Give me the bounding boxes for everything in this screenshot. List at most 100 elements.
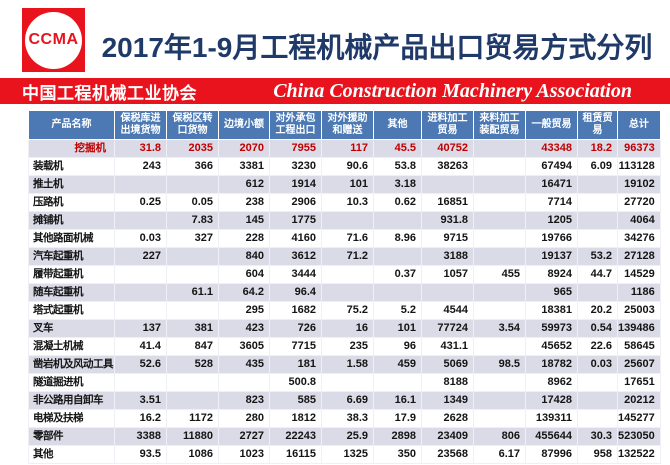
value-cell: 5069 [421,355,474,374]
column-header: 产品名称 [28,110,115,140]
value-cell [577,211,618,230]
value-cell: 64.2 [218,283,270,302]
value-cell: 27720 [617,193,661,212]
value-cell [473,157,526,176]
value-cell [373,283,422,302]
product-name-cell: 隧道掘进机 [28,373,115,392]
table-row: 塔式起重机 295 1682 75.2 5.2 4544 18381 20.2 25003 [28,301,661,320]
value-cell: 500.8 [269,373,322,392]
value-cell: 0.62 [373,193,422,212]
table-row: 其他路面机械 0.03 327 228 4160 71.6 8.96 9715 19766 342… [28,229,661,248]
value-cell: 17.9 [373,409,422,428]
product-name-cell: 随车起重机 [28,283,115,302]
value-cell: 1023 [218,445,270,464]
value-cell: 726 [269,319,322,338]
product-name-cell: 凿岩机及风动工具 [28,355,115,374]
value-cell [373,373,422,392]
value-cell: 7.83 [166,211,219,230]
table-row: 电梯及扶梯 16.2 1172 280 1812 38.3 17.9 2628 139311 14… [28,409,661,428]
value-cell [473,229,526,248]
value-cell: 38.3 [321,409,374,428]
value-cell: 19766 [525,229,578,248]
value-cell [577,283,618,302]
value-cell: 16 [321,319,374,338]
value-cell: 238 [218,193,270,212]
value-cell: 45.5 [373,139,422,158]
value-cell: 8924 [525,265,578,284]
value-cell: 1325 [321,445,374,464]
column-header: 对外承包 工程出口 [269,110,322,140]
value-cell [577,391,618,410]
value-cell: 43348 [525,139,578,158]
value-cell: 0.25 [114,193,167,212]
value-cell: 1172 [166,409,219,428]
value-cell: 71.6 [321,229,374,248]
value-cell: 0.05 [166,193,219,212]
value-cell: 113128 [617,157,661,176]
product-name-cell: 塔式起重机 [28,301,115,320]
value-cell: 455644 [525,427,578,446]
table-row: 叉车 137 381 423 726 16 101 77724 3.54 59973 0.54 139… [28,319,661,338]
value-cell: 23409 [421,427,474,446]
table-row: 随车起重机 61.1 64.2 96.4 965 1186 [28,283,661,302]
value-cell: 3605 [218,337,270,356]
column-header: 其他 [373,110,422,140]
value-cell: 3.51 [114,391,167,410]
value-cell: 1.58 [321,355,374,374]
value-cell: 96.4 [269,283,322,302]
value-cell: 435 [218,355,270,374]
value-cell: 3612 [269,247,322,266]
value-cell: 1186 [617,283,661,302]
value-cell: 431.1 [421,337,474,356]
value-cell: 1914 [269,175,322,194]
value-cell: 6.69 [321,391,374,410]
value-cell: 53.8 [373,157,422,176]
value-cell: 1812 [269,409,322,428]
value-cell: 8.96 [373,229,422,248]
value-cell: 295 [218,301,270,320]
product-name-cell: 其他 [28,445,115,464]
value-cell: 0.54 [577,319,618,338]
value-cell: 612 [218,175,270,194]
value-cell: 585 [269,391,322,410]
value-cell: 17428 [525,391,578,410]
value-cell: 823 [218,391,270,410]
value-cell: 75.2 [321,301,374,320]
table-header-row: 产品名称 保税库进 出境货物 保税区转 口货物 边境小额 对外承包 工程出口 对外援助 和… [28,110,661,140]
value-cell: 117 [321,139,374,158]
value-cell [577,373,618,392]
value-cell: 2898 [373,427,422,446]
value-cell [473,373,526,392]
value-cell [321,211,374,230]
value-cell: 22.6 [577,337,618,356]
value-cell: 9715 [421,229,474,248]
value-cell: 931.8 [421,211,474,230]
table-row: 零部件 3388 11880 2727 22243 25.9 2898 23409 806 455… [28,427,661,446]
value-cell: 10.3 [321,193,374,212]
value-cell [321,283,374,302]
value-cell: 58645 [617,337,661,356]
table-row: 挖掘机 31.8 2035 2070 7955 117 45.5 40752 43348 18.2… [28,139,661,158]
table-row: 装载机 243 366 3381 3230 90.6 53.8 38263 67494 6.09 1… [28,157,661,176]
column-header: 保税区转 口货物 [166,110,219,140]
product-name-cell: 压路机 [28,193,115,212]
product-name-cell: 其他路面机械 [28,229,115,248]
value-cell [114,301,167,320]
ccma-logo: CCMA [22,8,85,72]
value-cell: 139311 [525,409,578,428]
product-name-cell: 推土机 [28,175,115,194]
value-cell [577,229,618,248]
column-header: 进料加工 贸易 [421,110,474,140]
value-cell: 61.1 [166,283,219,302]
value-cell: 806 [473,427,526,446]
association-name-cn: 中国工程机械工业协会 [22,83,197,103]
value-cell: 3188 [421,247,474,266]
value-cell: 16115 [269,445,322,464]
value-cell: 4544 [421,301,474,320]
product-name-cell: 摊铺机 [28,211,115,230]
value-cell: 16471 [525,175,578,194]
value-cell: 847 [166,337,219,356]
value-cell: 14529 [617,265,661,284]
value-cell: 8188 [421,373,474,392]
value-cell: 52.6 [114,355,167,374]
